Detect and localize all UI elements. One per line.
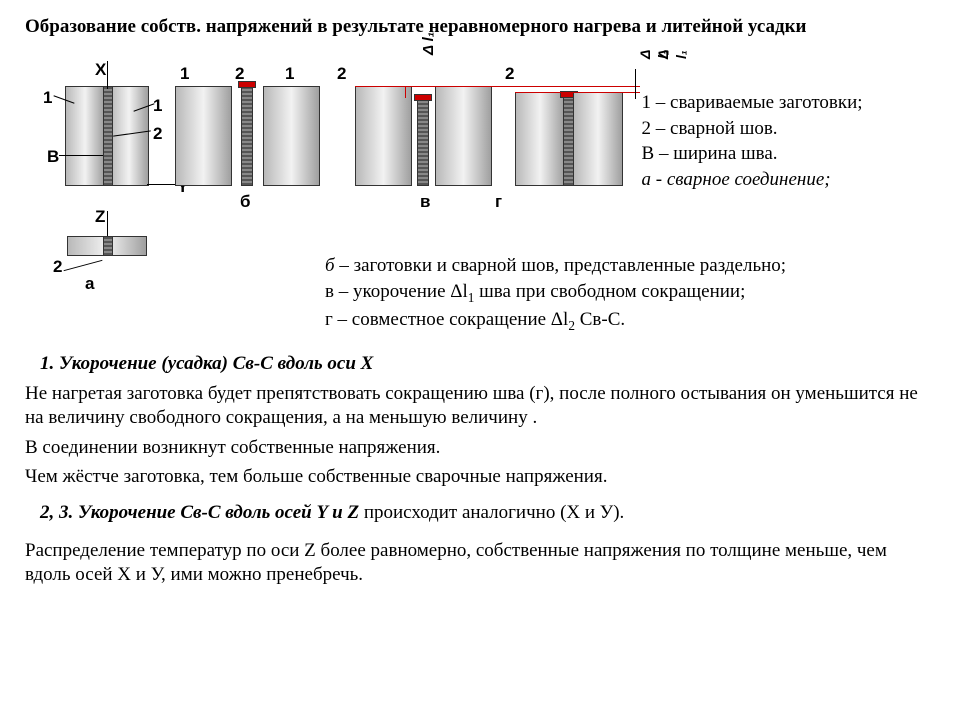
fig-b-plate-2 xyxy=(263,86,320,186)
figure-area: X Y 1 1 2 B Z 2 а 1 2 1 б xyxy=(25,51,632,301)
fig-d-dl1: Δ l₁ xyxy=(655,50,690,59)
section2-p: Распределение температур по оси Z более … xyxy=(25,539,935,587)
fig-c-caption: в xyxy=(420,191,430,212)
legend-1: 1 – свариваемые заготовки; xyxy=(642,91,935,115)
section1-p1: Не нагретая заготовка будет препятствова… xyxy=(25,382,935,430)
legend: 1 – свариваемые заготовки; 2 – сварной ш… xyxy=(642,89,935,194)
axis-x xyxy=(107,61,108,89)
section1-p3: Чем жёстче заготовка, тем больше собстве… xyxy=(25,465,935,489)
fig-c-label-2: 2 xyxy=(337,63,346,84)
fig-b-plate-1 xyxy=(175,86,232,186)
fig-a-bline xyxy=(59,155,103,156)
fig-a-z-label-2: 2 xyxy=(53,256,62,277)
fig-c-plate-1 xyxy=(355,86,412,186)
section2-heading: 2, 3. Укорочение Св-С вдоль осей Y и Z п… xyxy=(40,501,935,525)
fig-d-plate-2 xyxy=(573,92,623,186)
fig-d-caption: г xyxy=(495,191,502,212)
fig-c-datum-top xyxy=(355,86,640,87)
legend-3: В – ширина шва. xyxy=(642,142,935,166)
fig-b-label-1b: 1 xyxy=(285,63,294,84)
fig-b-caption: б xyxy=(240,191,251,212)
legend-2: 2 – сварной шов. xyxy=(642,117,935,141)
fig-a-label-2: 2 xyxy=(153,123,162,144)
fig-c-seam-top xyxy=(414,94,432,101)
section1-p2: В соединении возникнут собственные напря… xyxy=(25,436,935,460)
fig-d-plate-1 xyxy=(515,92,565,186)
fig-d-datum xyxy=(515,92,640,93)
axis-z xyxy=(107,211,108,236)
fig-a-z-leader xyxy=(64,260,103,271)
fig-a-caption: а xyxy=(85,273,94,294)
fig-a-label-1-left: 1 xyxy=(43,87,52,108)
section1-heading: 1. Укорочение (усадка) Св-С вдоль оси X xyxy=(40,352,935,376)
fig-b-label-1: 1 xyxy=(180,63,189,84)
fig-d-dimbar xyxy=(635,69,636,99)
axis-y xyxy=(147,184,175,185)
label-z: Z xyxy=(95,206,105,227)
legend-a: а - сварное соединение; xyxy=(642,168,935,192)
fig-b-label-2: 2 xyxy=(235,63,244,84)
fig-c-dl-dim xyxy=(405,86,406,98)
fig-c-seam xyxy=(417,98,429,186)
fig-c-plate-2 xyxy=(435,86,492,186)
fig-d-label-2: 2 xyxy=(505,63,514,84)
fig-a-z-seam xyxy=(103,236,113,256)
fig-c-dl1: Δ l₁ xyxy=(420,32,439,55)
fig-a-seam xyxy=(103,86,113,186)
label-x: X xyxy=(95,59,106,80)
fig-a-label-1-right: 1 xyxy=(153,95,162,116)
fig-a-label-b: B xyxy=(47,146,59,167)
caption-d: г – совместное сокращение Δl2 Св-С. xyxy=(325,308,935,334)
page-title: Образование собств. напряжений в результ… xyxy=(25,15,935,39)
fig-b-seam xyxy=(241,86,253,186)
